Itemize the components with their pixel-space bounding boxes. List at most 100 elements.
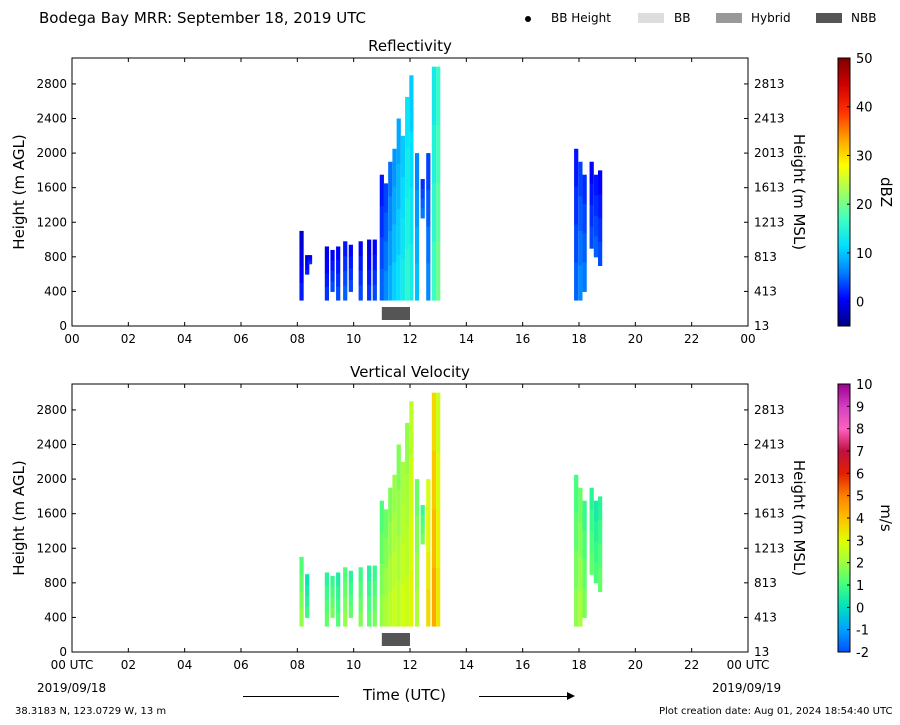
data-column [574,224,579,263]
y2-tick-label: 813 [754,576,777,590]
data-column [582,588,587,618]
data-column [593,195,599,217]
data-column [436,567,441,627]
data-column [392,148,397,188]
data-column [578,265,583,301]
y2-tick-label: 1213 [754,541,785,555]
data-column [593,215,599,237]
data-column [343,611,348,627]
y2-tick-label: 1613 [754,181,785,195]
data-column [358,596,363,612]
data-column [388,196,393,232]
data-column [343,596,348,612]
data-column [400,585,406,627]
x-tick-label: 06 [233,332,248,346]
legend-bb-label: BB [674,11,691,25]
data-column [305,269,310,275]
x-tick-label: 12 [402,658,417,672]
data-column [383,241,389,272]
data-column [367,595,372,612]
data-column [431,125,437,184]
data-column [305,255,310,261]
colorbar-tick-label: -2 [856,646,869,661]
data-column [388,522,393,558]
data-column [589,487,594,510]
data-column [598,217,603,243]
data-column [589,509,594,532]
data-column [367,239,372,256]
data-column [305,264,310,270]
data-column [348,582,353,595]
data-column [388,591,393,627]
data-column [582,203,587,234]
data-column [307,259,313,263]
colorbar-tick-label: 7 [856,445,864,460]
data-column [336,572,341,587]
y-tick-label: 2800 [36,403,67,417]
data-column [358,567,363,583]
data-column [358,581,363,598]
colorbar-tick-label: 3 [856,534,864,549]
data-column [598,241,603,266]
data-column [420,188,425,199]
y-tick-label: 2400 [36,112,67,126]
x-tick-label: 08 [290,658,305,672]
data-column [405,524,410,576]
data-column [436,66,441,126]
y2-tick-label: 13 [754,319,769,333]
y2-tick-label: 2413 [754,112,785,126]
data-column [420,514,425,525]
y-tick-label: 800 [44,576,67,590]
data-column [305,595,310,608]
y-tick-label: 0 [59,319,67,333]
data-column [379,500,384,533]
data-column [426,263,431,301]
data-column [431,392,437,452]
x-tick-label: 00 [740,332,755,346]
data-column [358,255,363,272]
data-column [379,563,384,596]
data-column [383,596,389,627]
data-column [392,186,397,225]
x-tick-label: 16 [515,658,530,672]
y2-tick-label: 2013 [754,146,785,160]
y-tick-label: 1200 [36,541,67,555]
colorbar-tick-label: 8 [856,423,864,438]
x-tick-label: 14 [459,658,474,672]
x-tick-label: 18 [571,658,586,672]
data-column [431,183,437,243]
data-column [420,179,425,190]
data-column [372,580,377,597]
data-column [336,259,341,274]
colorbar-tick-label: 20 [856,198,873,213]
y-tick-label: 1600 [36,507,67,521]
data-column [299,265,304,284]
data-column [420,534,425,545]
data-column [409,457,414,515]
data-column [392,224,397,263]
data-column [409,243,414,301]
y-tick-label: 2000 [36,146,67,160]
data-column [578,230,583,266]
data-column [388,556,393,592]
data-column [431,567,437,627]
data-column [589,552,594,575]
data-column [379,206,384,238]
colorbar-tick-label: 40 [856,101,873,116]
data-column [598,496,603,521]
data-column [436,241,441,301]
data-column [578,591,583,627]
data-column [426,226,431,264]
y-tick-label: 1200 [36,215,67,229]
data-column [383,538,389,569]
data-column [372,269,377,286]
data-column [396,535,401,582]
data-column [414,515,420,554]
data-column [582,500,587,531]
x-tick-label: 20 [628,332,643,346]
data-column [348,594,353,607]
y-tick-label: 800 [44,250,67,264]
creation-date: Plot creation date: Aug 01, 2024 18:54:4… [659,706,893,717]
data-column [392,588,397,627]
